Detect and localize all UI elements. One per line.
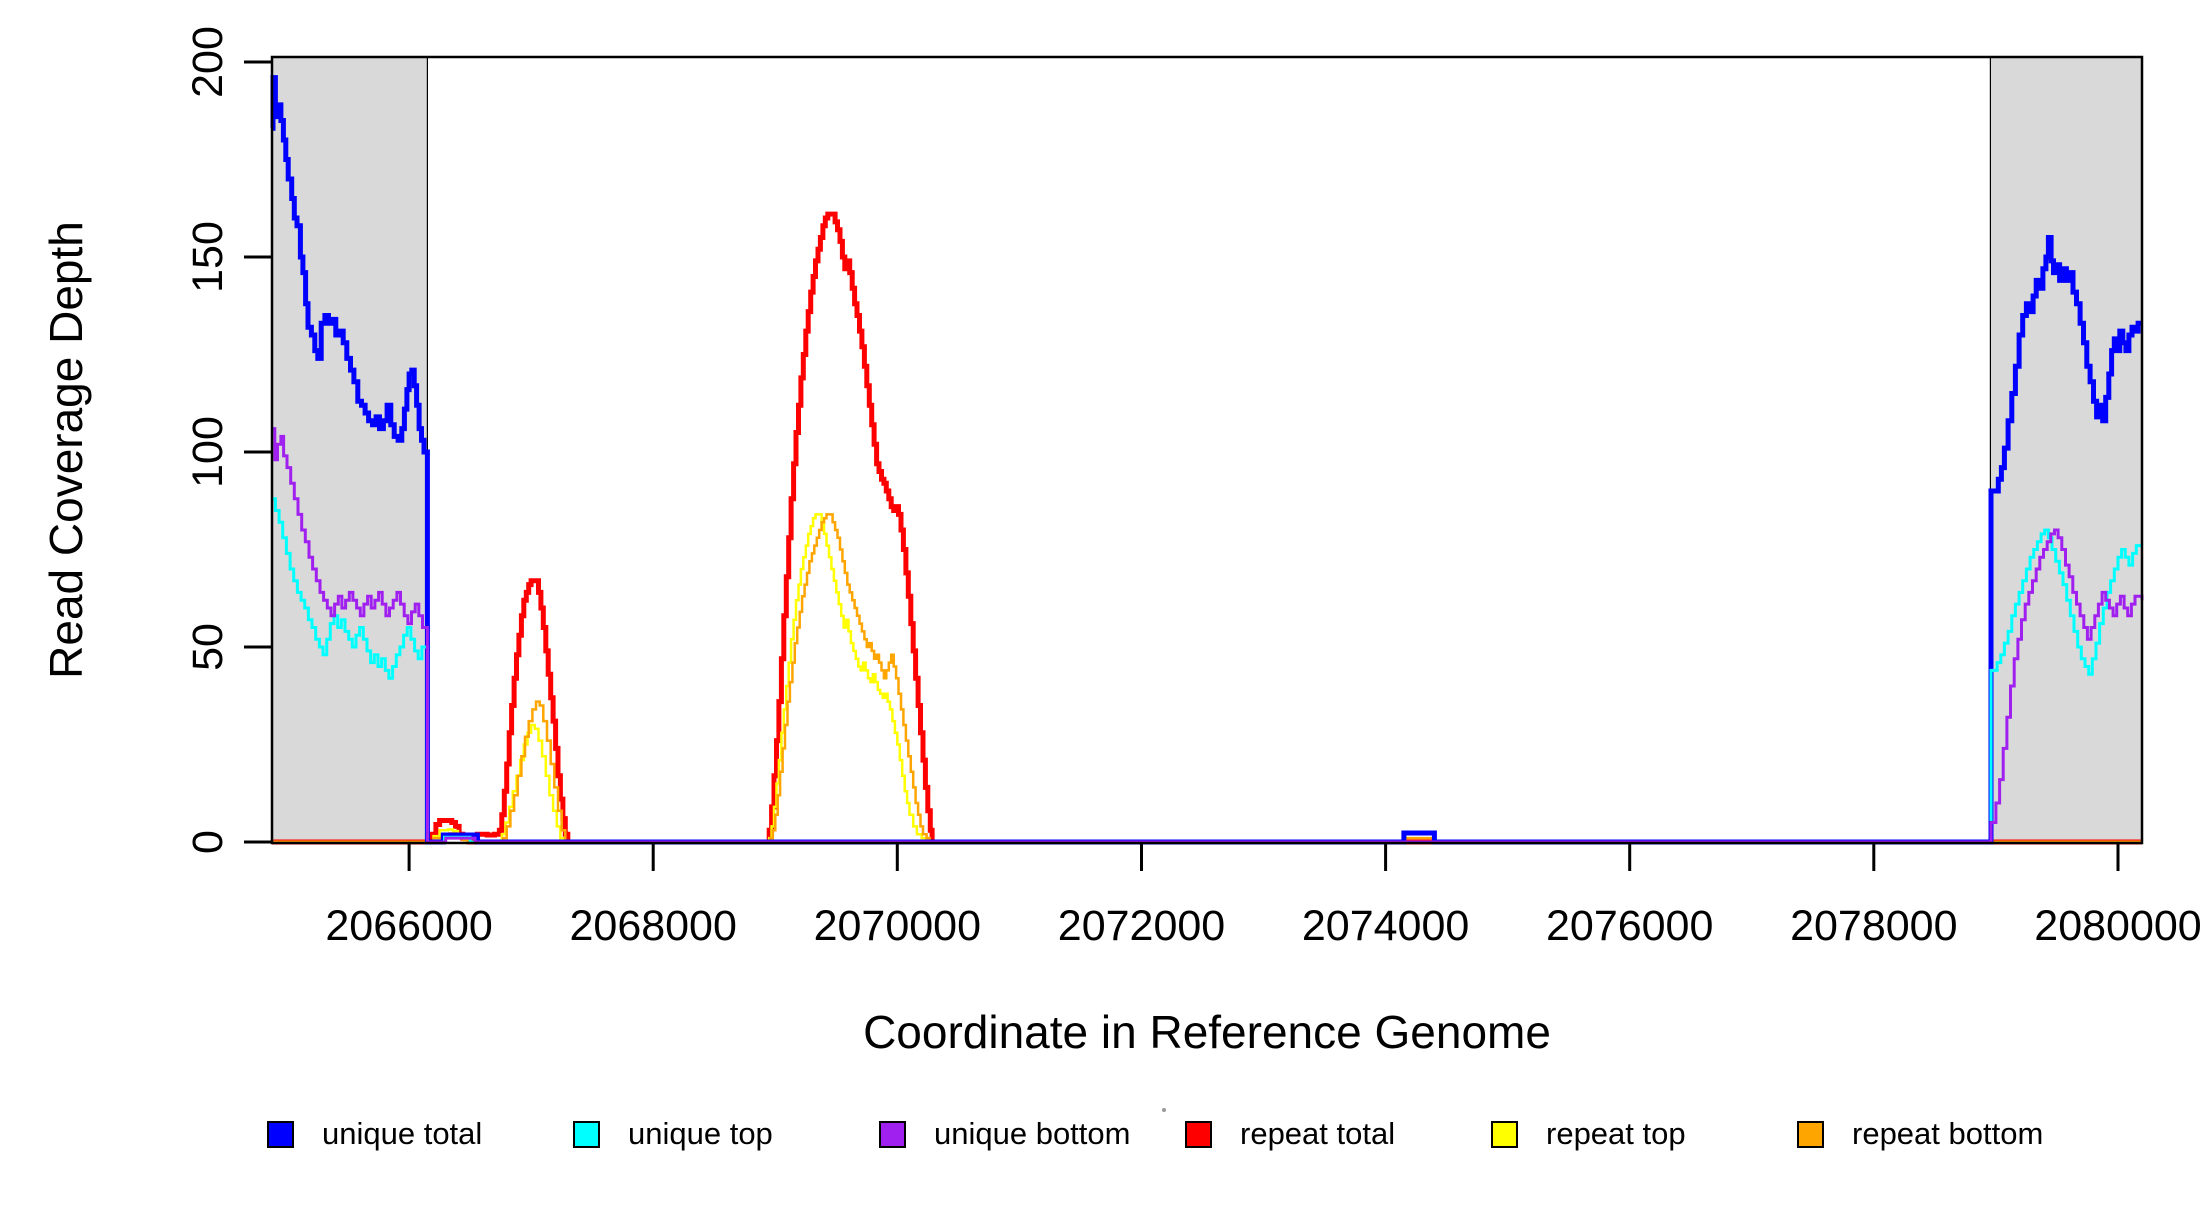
legend-swatch-repeat-total bbox=[1185, 1121, 1212, 1148]
legend-item-repeat-bottom: repeat bottom bbox=[1797, 1116, 2043, 1151]
legend-item-unique-top: unique top bbox=[573, 1116, 773, 1151]
y-tick-label: 200 bbox=[184, 26, 232, 98]
legend-label: repeat top bbox=[1546, 1116, 1686, 1151]
legend-swatch-repeat-top bbox=[1491, 1121, 1518, 1148]
legend-item-repeat-total: repeat total bbox=[1185, 1116, 1395, 1151]
y-axis-title: Read Coverage Depth bbox=[40, 221, 92, 679]
series-line-repeat-total bbox=[272, 211, 2142, 845]
y-tick-label: 50 bbox=[184, 623, 232, 671]
x-tick-label: 2066000 bbox=[325, 902, 492, 950]
plot-box bbox=[270, 55, 2144, 845]
series-line-unique-top bbox=[272, 497, 2142, 844]
series-line-repeat-top bbox=[272, 513, 2142, 844]
y-tick-label: 100 bbox=[184, 416, 232, 488]
legend-label: repeat bottom bbox=[1852, 1116, 2043, 1151]
series-line-unique-total bbox=[270, 75, 2142, 845]
x-tick-label: 2068000 bbox=[569, 902, 736, 950]
series-line-unique-bottom bbox=[272, 427, 2144, 844]
shaded-flank-region-right bbox=[1989, 56, 2143, 844]
shaded-flank-region-left bbox=[271, 56, 428, 844]
x-tick-label: 2074000 bbox=[1302, 902, 1469, 950]
stray-dot-artifact bbox=[1162, 1108, 1166, 1112]
legend-label: unique top bbox=[628, 1116, 773, 1151]
legend-item-unique-total: unique total bbox=[267, 1116, 482, 1151]
x-axis-title: Coordinate in Reference Genome bbox=[863, 1006, 1551, 1058]
legend-item-repeat-top: repeat top bbox=[1491, 1116, 1686, 1151]
legend-swatch-unique-total bbox=[267, 1121, 294, 1148]
legend-label: repeat total bbox=[1240, 1116, 1395, 1151]
legend-item-unique-bottom: unique bottom bbox=[879, 1116, 1130, 1151]
x-tick-label: 2070000 bbox=[814, 902, 981, 950]
x-tick-label: 2072000 bbox=[1058, 902, 1225, 950]
x-tick-label: 2078000 bbox=[1790, 902, 1957, 950]
legend-swatch-repeat-bottom bbox=[1797, 1121, 1824, 1148]
series-layer bbox=[270, 75, 2144, 845]
legend-label: unique total bbox=[322, 1116, 482, 1151]
series-line-repeat-bottom bbox=[272, 513, 2142, 844]
legend-swatch-unique-top bbox=[573, 1121, 600, 1148]
legend-swatch-unique-bottom bbox=[879, 1121, 906, 1148]
x-tick-label: 2080000 bbox=[2034, 902, 2200, 950]
x-tick-label: 2076000 bbox=[1546, 902, 1713, 950]
y-tick-label: 150 bbox=[184, 221, 232, 293]
legend-label: unique bottom bbox=[934, 1116, 1130, 1151]
y-tick-label: 0 bbox=[184, 830, 232, 854]
